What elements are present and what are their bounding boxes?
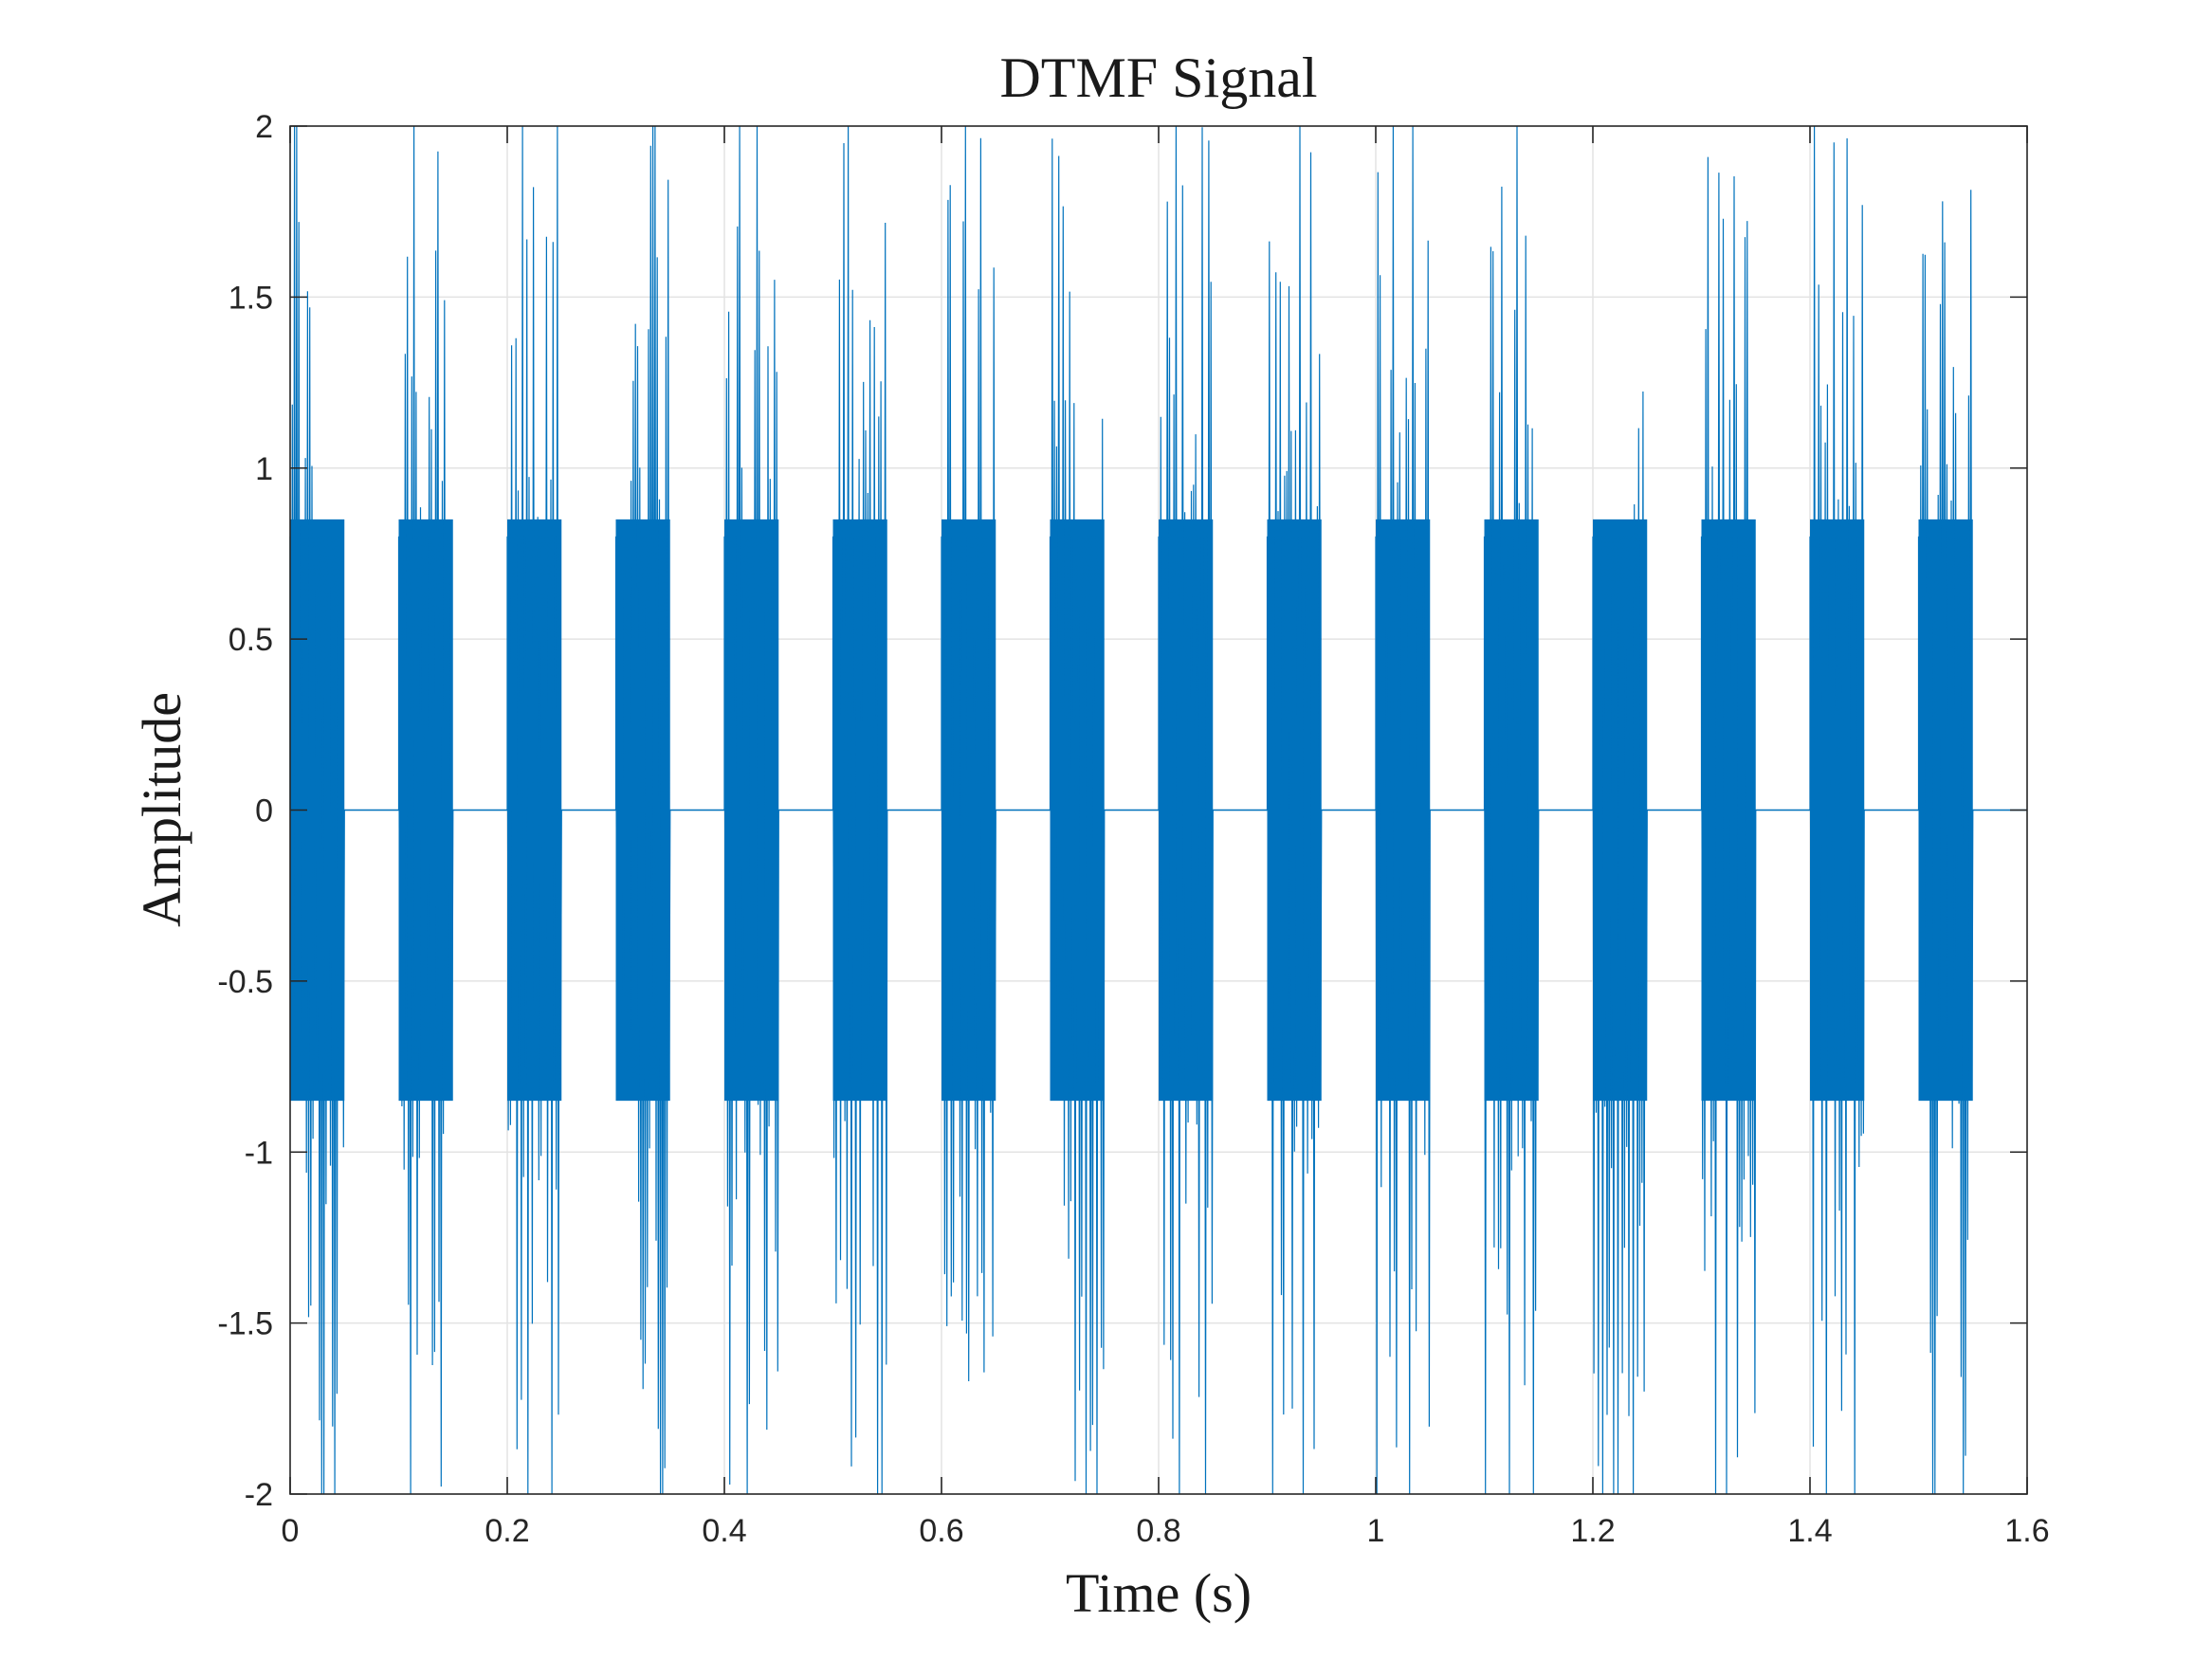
x-axis-label: Time (s): [1066, 1562, 1252, 1624]
x-tick-label: 1.2: [1570, 1513, 1615, 1549]
x-tick-label: 0.2: [484, 1513, 529, 1549]
y-tick-label: -1: [245, 1135, 273, 1171]
x-tick-label: 0: [282, 1513, 300, 1549]
tone-burst: [832, 125, 888, 1495]
y-axis-label: Amplitude: [131, 692, 192, 927]
chart-title: DTMF Signal: [999, 46, 1317, 109]
tone-burst: [506, 125, 562, 1495]
x-tick-label: 1.4: [1787, 1513, 1832, 1549]
y-tick-label: -0.5: [217, 964, 273, 1000]
x-tick-label: 0.6: [919, 1513, 963, 1549]
tone-burst: [1266, 125, 1323, 1495]
y-tick-label: 1.5: [229, 280, 273, 316]
y-tick-label: 0: [255, 793, 273, 830]
plot-area: [289, 125, 2028, 1495]
y-tick-label: -2: [245, 1477, 273, 1513]
y-tick-labels: -2 -1.5 -1 -0.5 0 0.5 1 1.5 2: [217, 109, 273, 1513]
tone-burst: [1917, 190, 1974, 1495]
x-tick-label: 0.8: [1136, 1513, 1180, 1549]
y-tick-label: -1.5: [217, 1306, 273, 1342]
y-tick-label: 2: [255, 109, 273, 145]
y-tick-label: 1: [255, 451, 273, 487]
x-tick-label: 1.6: [2004, 1513, 2049, 1549]
tone-burst: [289, 125, 345, 1495]
x-tick-labels: 0 0.2 0.4 0.6 0.8 1 1.2 1.4 1.6: [282, 1513, 2050, 1549]
x-tick-label: 1: [1367, 1513, 1385, 1549]
signal-series: [289, 125, 2027, 1495]
y-tick-label: 0.5: [229, 622, 273, 658]
tick-marks: [289, 125, 2028, 1495]
x-tick-label: 0.4: [702, 1513, 746, 1549]
